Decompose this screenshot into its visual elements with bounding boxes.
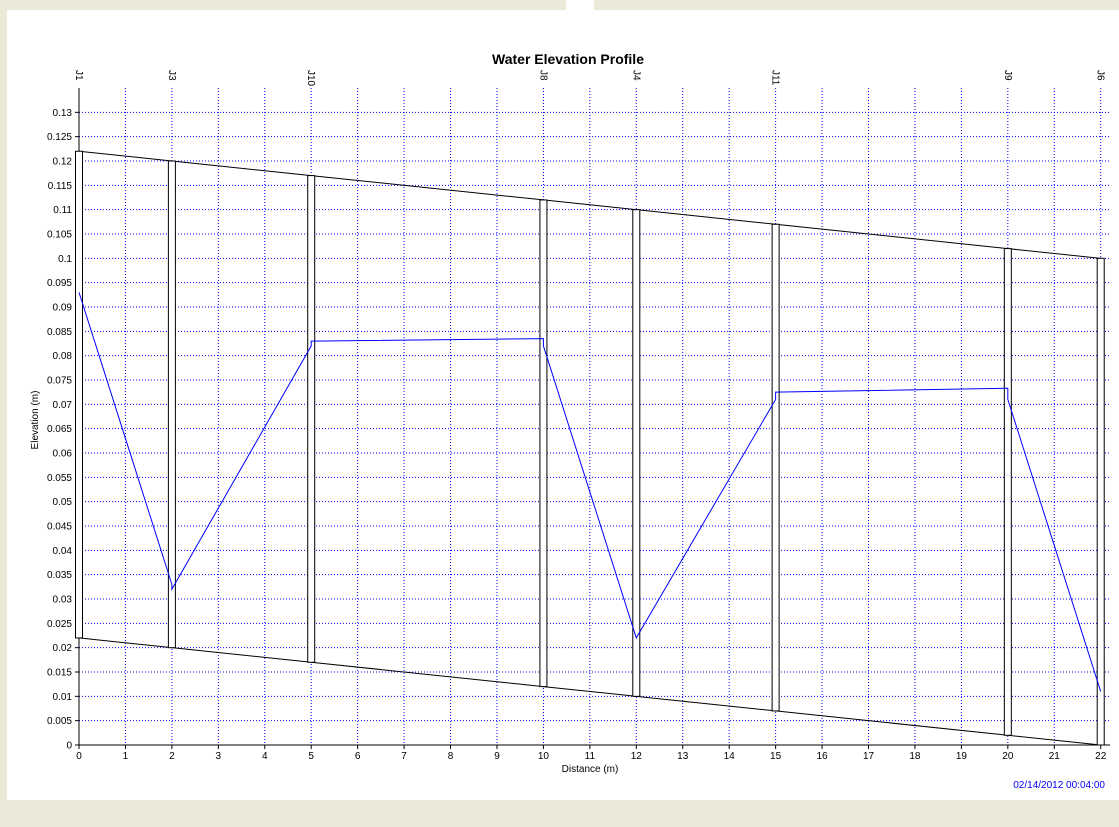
x-tick-label: 15 <box>770 751 782 762</box>
y-tick-label: 0.1 <box>58 254 72 265</box>
y-tick-label: 0.11 <box>53 205 72 216</box>
y-tick-label: 0.13 <box>53 108 73 119</box>
y-tick-label: 0.12 <box>53 157 73 168</box>
y-tick-label: 0.09 <box>53 303 73 314</box>
panel <box>7 10 1119 800</box>
x-tick-label: 5 <box>308 751 314 762</box>
y-tick-label: 0.105 <box>47 230 72 241</box>
node-box <box>1096 257 1105 746</box>
node-label: J8 <box>537 70 548 81</box>
y-axis-label: Elevation (m) <box>30 391 41 450</box>
x-tick-label: 2 <box>169 751 175 762</box>
y-tick-label: 0.045 <box>47 522 72 533</box>
node-box <box>771 223 780 712</box>
x-axis-label: Distance (m) <box>562 764 619 775</box>
x-tick-label: 19 <box>956 751 968 762</box>
x-tick-label: 18 <box>909 751 921 762</box>
x-tick-label: 16 <box>817 751 829 762</box>
y-tick-label: 0.075 <box>47 376 72 387</box>
invert-line <box>78 637 1101 746</box>
node-label: J3 <box>166 70 177 81</box>
x-tick-label: 0 <box>76 751 82 762</box>
tab-notch <box>566 0 594 12</box>
x-tick-label: 22 <box>1095 751 1107 762</box>
y-tick-label: 0 <box>66 741 72 752</box>
node-label: J6 <box>1095 70 1106 81</box>
x-tick-label: 20 <box>1002 751 1014 762</box>
x-tick-label: 4 <box>262 751 268 762</box>
x-tick-label: 10 <box>538 751 550 762</box>
y-tick-label: 0.125 <box>47 132 72 143</box>
y-tick-label: 0.08 <box>53 351 73 362</box>
y-tick-label: 0.05 <box>53 497 73 508</box>
timestamp: 02/14/2012 00:04:00 <box>1013 780 1105 791</box>
node-box <box>1003 248 1012 736</box>
x-tick-label: 8 <box>448 751 454 762</box>
top-line <box>78 150 1101 259</box>
y-tick-label: 0.07 <box>53 400 73 411</box>
chart-title: Water Elevation Profile <box>492 51 644 67</box>
node-box <box>539 199 548 688</box>
y-tick-label: 0.02 <box>53 643 73 654</box>
x-tick-label: 13 <box>677 751 689 762</box>
y-tick-label: 0.005 <box>47 716 72 727</box>
y-tick-label: 0.115 <box>48 181 73 192</box>
x-tick-label: 7 <box>401 751 407 762</box>
node-box <box>75 150 83 639</box>
node-box <box>632 209 641 697</box>
y-tick-label: 0.095 <box>47 278 72 289</box>
y-tick-label: 0.06 <box>53 449 73 460</box>
node-box <box>307 175 316 663</box>
x-tick-label: 11 <box>585 751 596 762</box>
node-label: J9 <box>1002 70 1013 81</box>
y-tick-label: 0.015 <box>47 668 72 679</box>
x-tick-label: 14 <box>724 751 736 762</box>
water-line <box>78 292 1102 692</box>
y-tick-label: 0.055 <box>47 473 72 484</box>
y-tick-label: 0.01 <box>53 692 73 703</box>
x-tick-label: 12 <box>631 751 643 762</box>
node-box <box>167 160 176 649</box>
x-tick-label: 3 <box>216 751 222 762</box>
x-tick-label: 1 <box>123 751 129 762</box>
x-tick-label: 9 <box>494 751 500 762</box>
y-tick-label: 0.085 <box>47 327 72 338</box>
x-tick-label: 21 <box>1049 751 1061 762</box>
y-tick-label: 0.025 <box>47 619 72 630</box>
node-label: J4 <box>630 70 641 81</box>
x-tick-label: 6 <box>355 751 361 762</box>
node-label: J10 <box>305 70 316 87</box>
node-label: J1 <box>73 70 84 81</box>
node-label: J11 <box>770 70 781 86</box>
x-tick-label: 17 <box>863 751 875 762</box>
y-tick-label: 0.065 <box>47 424 72 435</box>
y-tick-label: 0.04 <box>53 546 73 557</box>
y-tick-label: 0.03 <box>53 595 73 606</box>
y-tick-label: 0.035 <box>47 570 72 581</box>
